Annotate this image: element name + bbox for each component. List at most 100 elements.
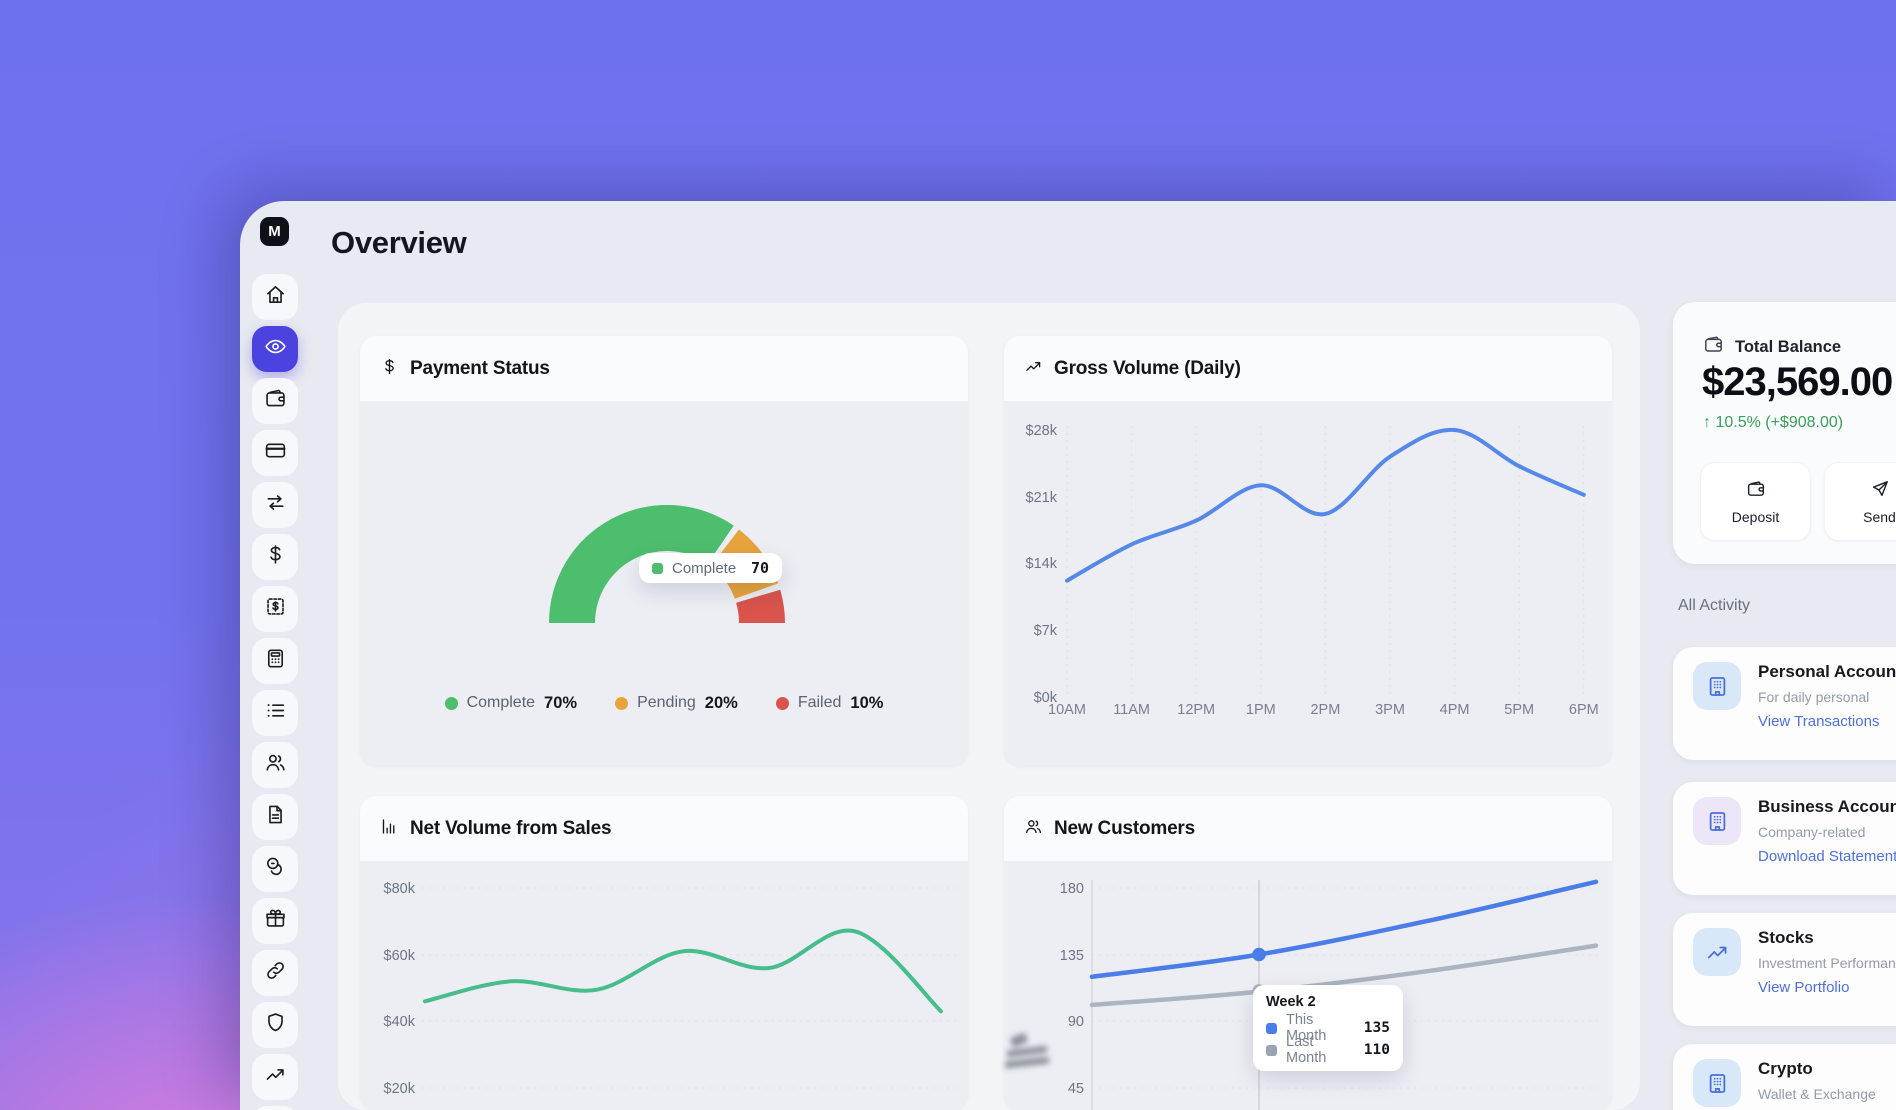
bar-chart-icon <box>380 817 399 841</box>
activity-link[interactable]: View Portfolio <box>1758 979 1850 996</box>
balance-amount: $23,569.00 <box>1702 360 1893 404</box>
sidebar-item-eye[interactable] <box>252 326 298 372</box>
svg-text:3PM: 3PM <box>1375 702 1405 718</box>
sidebar-item-calculator[interactable] <box>252 638 298 684</box>
legend-dot <box>775 696 789 710</box>
gross-volume-chart[interactable]: 10AM 11AM 12PM 1PM 2PM 3PM 4PM 5PM 6PM $28k $21k $1… <box>1004 336 1612 766</box>
svg-text:$14k: $14k <box>1026 556 1058 572</box>
legend-value: 20% <box>704 693 738 712</box>
building-icon <box>1693 662 1741 710</box>
new-customers-chart[interactable]: 180 135 90 45 <box>1004 796 1612 1110</box>
sidebar-item-browser[interactable] <box>252 1106 298 1110</box>
activity-title: Stocks <box>1758 928 1814 947</box>
sidebar-item-transfer-arrows[interactable] <box>252 482 298 528</box>
tooltip-row: This Month 135 <box>1266 1012 1390 1044</box>
paper-plane-icon <box>1870 479 1890 502</box>
svg-text:45: 45 <box>1068 1081 1084 1097</box>
activity-title: Personal Account <box>1758 662 1896 681</box>
blurred-cursor <box>1005 1032 1053 1074</box>
activity-card-personal-account: Personal Account For daily personal View T… <box>1673 647 1896 760</box>
tooltip-series-label: Last Month <box>1286 1034 1327 1066</box>
tooltip-value: 70 <box>750 559 769 577</box>
legend-item-complete: Complete 70% <box>444 693 578 713</box>
users-icon <box>1024 817 1043 841</box>
legend-value: 10% <box>850 693 884 712</box>
trending-up-icon <box>1693 928 1741 976</box>
legend-item-failed: Failed 10% <box>775 693 884 713</box>
legend-value: 70% <box>544 693 578 712</box>
home-icon <box>264 283 287 311</box>
svg-text:135: 135 <box>1060 948 1084 964</box>
activity-subtitle: For daily personal <box>1758 689 1870 705</box>
week-tooltip: Week 2 This Month 135 Last Month 110 <box>1253 985 1403 1071</box>
balance-delta: ↑ 10.5% (+$908.00) <box>1703 414 1844 431</box>
balance-label: Total Balance <box>1735 337 1842 356</box>
legend-label: Complete <box>466 694 536 711</box>
sidebar-item-list[interactable] <box>252 690 298 736</box>
legend-label: Failed <box>797 694 842 711</box>
dollar-sign-icon <box>264 543 287 571</box>
wallet-icon <box>1703 334 1724 360</box>
list-icon <box>264 699 287 727</box>
activity-title: Crypto <box>1758 1059 1813 1078</box>
legend-item-pending: Pending 20% <box>615 694 738 713</box>
activity-subtitle: Wallet & Exchange <box>1758 1086 1876 1102</box>
send-button[interactable]: Send <box>1824 462 1896 541</box>
svg-text:$0k: $0k <box>1034 690 1058 706</box>
sidebar <box>252 274 298 1110</box>
svg-text:5PM: 5PM <box>1504 702 1534 718</box>
activity-subtitle: Investment Performance <box>1758 955 1896 971</box>
users-icon <box>264 751 287 779</box>
new-customers-header: New Customers <box>1004 796 1612 861</box>
gross-volume-card: Gross Volume (Daily) 10AM 11AM 12PM 1PM 2PM 3… <box>1004 336 1612 766</box>
svg-text:$28k: $28k <box>1026 423 1058 439</box>
sidebar-item-link[interactable] <box>252 950 298 996</box>
sidebar-item-trending-up[interactable] <box>252 1054 298 1100</box>
building-icon <box>1693 797 1741 845</box>
svg-text:1PM: 1PM <box>1246 702 1276 718</box>
activity-subtitle: Company-related <box>1758 824 1866 840</box>
gauge-tooltip: Complete 70 <box>639 553 782 583</box>
shield-icon <box>264 1011 287 1039</box>
card-title: Gross Volume (Daily) <box>1054 357 1241 379</box>
deposit-button[interactable]: Deposit <box>1700 462 1811 541</box>
card-title: New Customers <box>1054 817 1195 839</box>
app-logo[interactable]: M <box>260 217 289 246</box>
activity-link[interactable]: View Transactions <box>1758 713 1880 730</box>
net-volume-header: Net Volume from Sales <box>360 796 968 861</box>
svg-text:$20k: $20k <box>384 1081 416 1097</box>
sidebar-item-coins[interactable] <box>252 846 298 892</box>
sidebar-item-invoice-stamp[interactable] <box>252 586 298 632</box>
tooltip-series-value: 110 <box>1363 1042 1390 1058</box>
tooltip-title: Week 2 <box>1266 994 1316 1010</box>
activity-card-crypto: Crypto Wallet & Exchange <box>1673 1044 1896 1110</box>
sidebar-item-dollar-sign[interactable] <box>252 534 298 580</box>
svg-text:180: 180 <box>1060 881 1084 897</box>
sidebar-item-wallet[interactable] <box>252 378 298 424</box>
building-icon <box>1693 1059 1741 1107</box>
activity-link[interactable]: Download Statement <box>1758 848 1896 865</box>
sidebar-item-credit-card[interactable] <box>252 430 298 476</box>
net-volume-card: Net Volume from Sales $80k $60k $40k $20k <box>360 796 968 1110</box>
link-icon <box>264 959 287 987</box>
svg-text:$40k: $40k <box>384 1014 416 1030</box>
sidebar-item-document[interactable] <box>252 794 298 840</box>
legend-swatch <box>1266 1044 1277 1056</box>
document-icon <box>264 803 287 831</box>
svg-text:4PM: 4PM <box>1440 702 1470 718</box>
sidebar-item-users[interactable] <box>252 742 298 788</box>
sidebar-item-home[interactable] <box>252 274 298 320</box>
trending-up-icon <box>264 1063 287 1091</box>
legend-label: Pending <box>637 694 696 711</box>
sidebar-item-gift[interactable] <box>252 898 298 944</box>
sidebar-item-shield[interactable] <box>252 1002 298 1048</box>
transfer-arrows-icon <box>264 491 287 519</box>
svg-text:6PM: 6PM <box>1569 702 1599 718</box>
invoice-stamp-icon <box>264 595 287 623</box>
payment-status-header: Payment Status <box>360 336 968 401</box>
card-title: Payment Status <box>410 357 550 379</box>
gift-icon <box>264 907 287 935</box>
gross-volume-header: Gross Volume (Daily) <box>1004 336 1612 401</box>
trending-up-icon <box>1024 357 1043 381</box>
net-volume-chart[interactable]: $80k $60k $40k $20k <box>360 796 968 1110</box>
